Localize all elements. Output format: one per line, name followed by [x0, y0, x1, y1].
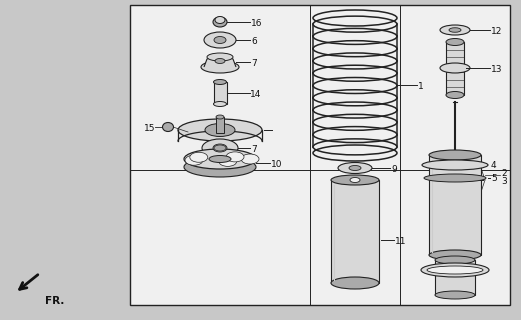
- Ellipse shape: [331, 175, 379, 185]
- Bar: [216, 117, 224, 133]
- Ellipse shape: [215, 17, 225, 23]
- Ellipse shape: [202, 139, 238, 157]
- Ellipse shape: [429, 250, 481, 260]
- Ellipse shape: [427, 266, 483, 274]
- Polygon shape: [204, 54, 236, 67]
- Bar: [429, 155, 481, 255]
- Text: 4: 4: [491, 161, 497, 170]
- Ellipse shape: [421, 263, 489, 277]
- Ellipse shape: [205, 124, 235, 137]
- Ellipse shape: [449, 28, 461, 32]
- Text: FR.: FR.: [45, 296, 65, 306]
- Text: 11: 11: [395, 236, 406, 245]
- Text: 7: 7: [251, 59, 257, 68]
- Ellipse shape: [440, 25, 470, 35]
- Text: 2: 2: [501, 169, 506, 178]
- Bar: [214, 82, 227, 104]
- Text: 5: 5: [491, 173, 497, 182]
- Ellipse shape: [185, 155, 203, 165]
- Text: 10: 10: [271, 159, 282, 169]
- Ellipse shape: [350, 178, 360, 182]
- Text: 14: 14: [250, 90, 262, 99]
- Ellipse shape: [213, 17, 227, 27]
- Bar: [130, 5, 510, 305]
- Ellipse shape: [219, 156, 237, 166]
- Ellipse shape: [213, 144, 227, 152]
- Text: 6: 6: [251, 36, 257, 45]
- Text: 13: 13: [491, 65, 502, 74]
- Ellipse shape: [446, 38, 464, 45]
- Ellipse shape: [184, 157, 256, 177]
- Ellipse shape: [331, 277, 379, 289]
- Ellipse shape: [435, 291, 475, 299]
- Ellipse shape: [209, 156, 231, 163]
- Ellipse shape: [207, 53, 233, 61]
- Ellipse shape: [214, 145, 226, 151]
- Text: 9: 9: [391, 164, 397, 173]
- Ellipse shape: [440, 63, 470, 73]
- Ellipse shape: [214, 101, 227, 107]
- Ellipse shape: [178, 119, 262, 141]
- Ellipse shape: [429, 150, 481, 160]
- Ellipse shape: [424, 174, 486, 182]
- Text: 12: 12: [491, 27, 502, 36]
- Bar: [435, 260, 475, 295]
- Ellipse shape: [216, 115, 224, 119]
- Text: 1: 1: [418, 82, 424, 91]
- Ellipse shape: [201, 61, 239, 73]
- Ellipse shape: [241, 154, 259, 164]
- Ellipse shape: [226, 152, 244, 162]
- Ellipse shape: [338, 163, 372, 173]
- Ellipse shape: [422, 160, 488, 170]
- Text: 7: 7: [251, 145, 257, 154]
- Ellipse shape: [446, 92, 464, 99]
- Ellipse shape: [214, 79, 227, 84]
- Ellipse shape: [435, 256, 475, 264]
- Ellipse shape: [215, 59, 225, 63]
- Bar: [446, 42, 464, 95]
- Ellipse shape: [214, 36, 226, 44]
- Ellipse shape: [184, 149, 256, 169]
- Text: 16: 16: [251, 19, 263, 28]
- Bar: [331, 180, 379, 283]
- Ellipse shape: [163, 123, 173, 132]
- Ellipse shape: [190, 152, 208, 162]
- Ellipse shape: [349, 165, 361, 171]
- Text: 15: 15: [143, 124, 155, 132]
- Text: 3: 3: [501, 177, 507, 186]
- Text: 8: 8: [247, 126, 253, 135]
- Ellipse shape: [204, 32, 236, 48]
